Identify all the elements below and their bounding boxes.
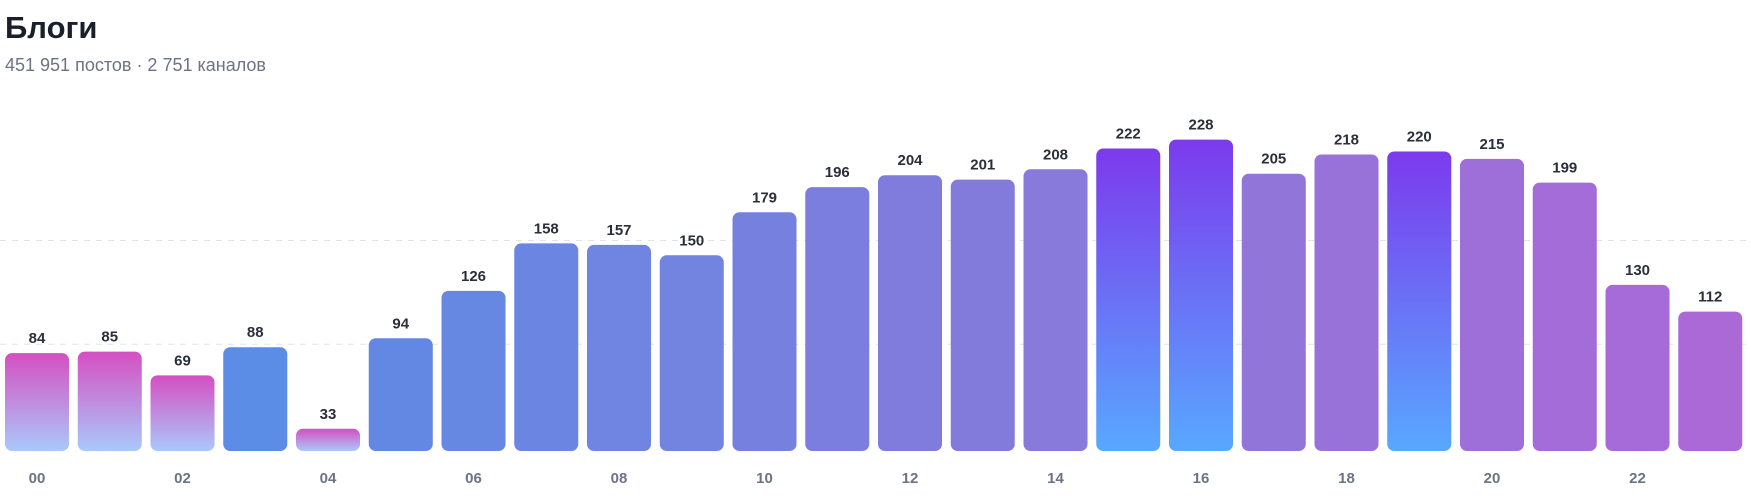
value-label: 208	[1043, 146, 1068, 163]
x-tick-label: 02	[174, 470, 191, 487]
x-tick-label: 20	[1484, 470, 1501, 487]
bar	[1460, 158, 1525, 451]
value-label: 126	[461, 268, 486, 285]
bar	[441, 290, 506, 451]
value-label: 69	[174, 352, 191, 369]
value-label: 94	[392, 315, 409, 332]
value-label: 204	[897, 152, 923, 169]
bar	[1387, 151, 1452, 451]
bar	[223, 347, 288, 451]
bar	[1096, 148, 1161, 451]
value-label: 218	[1334, 131, 1359, 148]
value-label: 228	[1188, 117, 1213, 134]
bar	[878, 175, 943, 451]
bar	[77, 351, 142, 451]
value-label: 112	[1698, 289, 1722, 306]
x-tick-label: 06	[465, 470, 482, 487]
bar	[950, 179, 1015, 452]
value-label: 205	[1261, 151, 1286, 168]
bar	[587, 244, 652, 451]
x-tick-label: 08	[611, 470, 628, 487]
bar	[514, 243, 579, 451]
x-tick-label: 12	[902, 470, 919, 487]
x-tick-label: 22	[1629, 470, 1646, 487]
x-tick-label: 10	[756, 470, 773, 487]
value-label: 179	[752, 189, 777, 206]
bar	[1605, 284, 1670, 451]
bar	[1532, 182, 1597, 451]
value-label: 201	[970, 157, 995, 174]
bar	[1314, 154, 1379, 451]
x-tick-label: 00	[29, 470, 46, 487]
value-label: 158	[534, 220, 559, 237]
bar	[5, 353, 70, 451]
x-tick-label: 14	[1047, 470, 1064, 487]
bar	[150, 375, 215, 451]
value-label: 199	[1552, 160, 1577, 177]
value-label: 85	[101, 329, 118, 346]
x-tick-label: 18	[1338, 470, 1355, 487]
value-label: 84	[29, 330, 46, 347]
value-label: 33	[320, 406, 337, 423]
x-tick-label: 16	[1193, 470, 1210, 487]
value-label: 222	[1116, 126, 1141, 143]
value-label: 150	[679, 232, 704, 249]
bar	[296, 428, 361, 451]
bar	[1678, 311, 1743, 451]
bar	[659, 255, 724, 451]
bar	[368, 338, 433, 451]
bar	[1169, 139, 1234, 451]
bar	[1241, 173, 1306, 452]
value-label: 130	[1625, 262, 1650, 279]
chart-subtitle: 451 951 постов · 2 751 каналов	[5, 55, 266, 75]
bar	[1023, 169, 1088, 451]
x-tick-label: 04	[320, 470, 337, 487]
value-label: 215	[1479, 136, 1504, 153]
bar	[732, 212, 797, 451]
chart-title: Блоги	[5, 10, 97, 45]
bar	[805, 187, 870, 451]
value-label: 220	[1407, 128, 1432, 145]
value-label: 196	[825, 164, 850, 181]
value-label: 88	[247, 324, 264, 341]
value-label: 157	[606, 222, 631, 239]
